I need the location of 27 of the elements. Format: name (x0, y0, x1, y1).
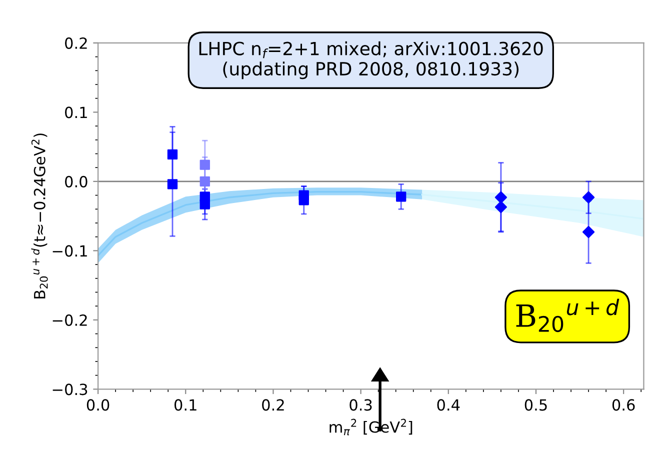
y-tick-label: 0.1 (65, 106, 87, 118)
x-tick-label: 0.1 (174, 399, 196, 411)
point (298, 195, 309, 206)
y-tick-label: −0.3 (52, 384, 88, 396)
annotation: B$_{20}$$^{u+d}$ (516, 298, 620, 332)
point (494, 200, 508, 214)
point (167, 149, 178, 160)
y-axis-title: B$_{20}$$^{u+d}$(t≈−0.24GeV$^{2}$) (31, 134, 48, 298)
x-tick-label: 0.6 (612, 399, 635, 411)
y-tick-label: −0.2 (52, 314, 87, 326)
point (200, 176, 210, 187)
point (396, 192, 406, 202)
x-tick-label: 0.0 (86, 399, 110, 411)
x-tick-label: 0.5 (524, 399, 547, 411)
point (582, 191, 595, 204)
y-tick-label: −0.1 (52, 245, 87, 257)
point (200, 160, 210, 170)
point (167, 179, 178, 190)
y-tick-label: 0.0 (65, 176, 88, 188)
point (582, 226, 595, 238)
annotation: LHPC n$_{f}$=2+1 mixed; arXiv:1001.3620 (updating PRD 2008, 0810.1933) (199, 41, 543, 80)
x-tick-label: 0.4 (437, 399, 460, 411)
point (494, 191, 508, 204)
x-tick-label: 0.2 (262, 399, 284, 411)
point (200, 199, 210, 210)
y-tick-label: 0.2 (65, 37, 87, 49)
x-tick-label: 0.3 (350, 399, 372, 411)
